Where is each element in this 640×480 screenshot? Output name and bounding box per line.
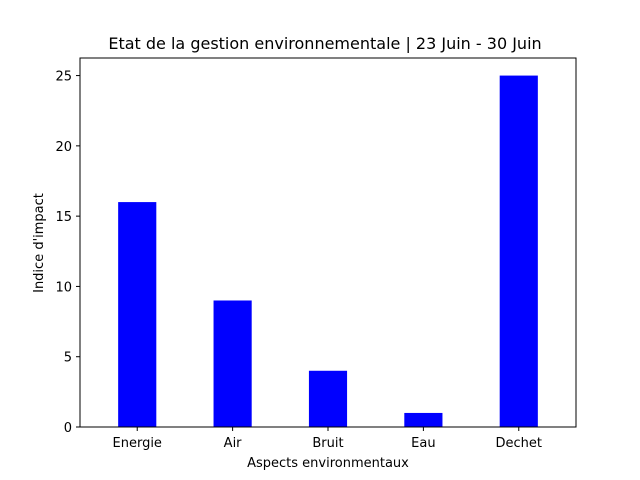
y-tick-label: 25	[55, 70, 72, 85]
x-axis-label: Aspects environmentaux	[247, 456, 409, 471]
y-tick-label: 20	[55, 140, 72, 155]
x-tick-label: Energie	[113, 436, 162, 451]
y-axis-label: Indice d'impact	[32, 193, 47, 293]
y-axis-ticks: 0 5 10 15 20 25	[55, 70, 80, 436]
x-tick-label: Bruit	[312, 436, 343, 451]
y-tick-label: 5	[64, 351, 72, 366]
bar-energie	[118, 202, 157, 427]
y-tick-label: 0	[64, 421, 72, 436]
plot-frame	[79, 57, 577, 428]
chart-title: Etat de la gestion environnementale | 23…	[108, 34, 541, 53]
bars-group	[118, 75, 538, 428]
x-tick-label: Air	[224, 436, 243, 451]
y-tick-label: 10	[55, 280, 72, 295]
x-tick-label: Eau	[411, 436, 435, 451]
bar-dechet	[499, 75, 538, 428]
bar-eau	[404, 412, 443, 427]
x-axis-ticks: Energie Air Bruit Eau Dechet	[113, 427, 543, 451]
x-tick-label: Dechet	[496, 436, 543, 451]
bar-bruit	[308, 370, 348, 427]
bar-air	[213, 300, 252, 427]
y-tick-label: 15	[55, 210, 72, 225]
